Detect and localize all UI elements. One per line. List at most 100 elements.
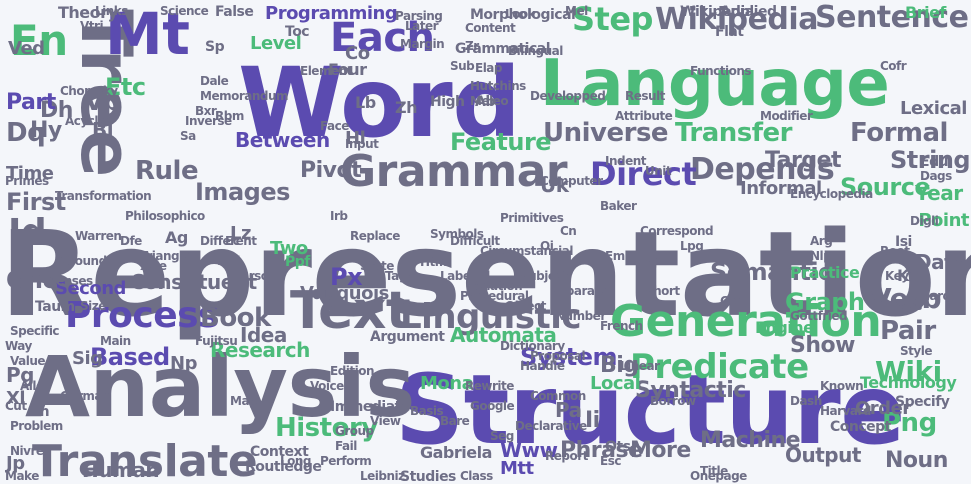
word-cloud-word: Primes: [5, 174, 49, 188]
word-cloud-word: Machine: [700, 428, 801, 453]
word-cloud-word: Bilingual: [508, 44, 563, 58]
word-cloud-word: Fail: [335, 439, 357, 453]
word-cloud-word: Baker: [600, 199, 637, 213]
word-cloud-word: Tags: [385, 269, 414, 283]
word-cloud-word: Functions: [690, 64, 752, 78]
word-cloud-word: Data: [915, 250, 967, 274]
word-cloud-word: Short: [645, 284, 680, 298]
word-cloud-word: Parsing: [395, 9, 443, 23]
word-cloud-word: Specific: [10, 324, 60, 338]
word-cloud-word: Separate: [550, 284, 608, 298]
word-cloud-word: Acyclic: [65, 114, 109, 128]
word-cloud-word: Dq: [6, 118, 46, 148]
word-cloud-word: Wikipedia: [680, 4, 754, 20]
word-cloud-word: Relation: [470, 279, 523, 293]
word-cloud-word: Ka: [897, 266, 920, 285]
word-cloud-word: Dash: [790, 394, 822, 408]
word-cloud-word: Concept: [830, 419, 891, 435]
word-cloud-word: Formal: [850, 118, 948, 148]
word-cloud-word: Technology: [860, 373, 957, 392]
word-cloud-word: Process: [65, 295, 219, 336]
word-cloud-word: Procedural: [460, 289, 529, 303]
word-cloud-word: Seg: [490, 429, 514, 443]
word-cloud-word: Dags: [920, 169, 952, 183]
word-cloud-word: Lexical: [900, 98, 967, 119]
word-cloud-word: Nivre: [10, 444, 44, 458]
word-cloud-word: Local: [590, 373, 641, 394]
word-cloud-word: State: [360, 259, 394, 273]
word-cloud-word: Target: [765, 148, 842, 173]
word-cloud-word: Bxr: [195, 104, 217, 118]
word-cloud-word: Show: [790, 333, 855, 358]
word-cloud-word: Output: [785, 443, 861, 467]
word-cloud-word: Year: [915, 181, 963, 205]
word-cloud-word: Voice: [310, 379, 344, 393]
word-cloud-word: Four: [328, 60, 367, 79]
word-cloud-word: Noun: [885, 448, 948, 473]
word-cloud-word: Hl: [345, 128, 366, 149]
word-cloud-word: Sentence: [815, 0, 969, 35]
word-cloud-word: Edu: [920, 154, 949, 170]
word-cloud-word: Different: [200, 234, 257, 248]
word-cloud-word: Www: [500, 438, 558, 462]
word-cloud-word: Zr: [465, 39, 479, 53]
word-cloud-word: Graph: [785, 288, 865, 316]
word-cloud-word: Mel: [565, 4, 588, 18]
word-cloud-word: Translate: [32, 436, 258, 484]
word-cloud-word: Pa: [555, 398, 582, 422]
word-cloud-word: First: [6, 188, 66, 216]
word-cloud-word: Face: [320, 119, 349, 133]
word-cloud-word: High: [430, 94, 465, 110]
word-cloud-word: Hard: [920, 289, 951, 303]
word-cloud-word: Text: [290, 281, 411, 341]
word-cloud-word: Engine: [755, 318, 814, 337]
word-cloud-word: Object: [505, 299, 546, 313]
word-cloud-word: Wikipedia: [655, 2, 818, 37]
word-cloud-word: Cut: [5, 399, 27, 413]
word-cloud-word: Feature: [450, 128, 552, 156]
word-cloud-word: Xl: [6, 388, 26, 409]
word-cloud-word: Subject: [520, 269, 568, 283]
word-cloud-word: Htm: [420, 255, 447, 269]
word-cloud-word: Hutchins: [470, 79, 526, 93]
word-cloud-word: Map: [230, 394, 258, 408]
word-cloud-word: Mona: [420, 373, 474, 394]
word-cloud-word: Research: [210, 338, 310, 362]
word-cloud-word: Two: [270, 238, 308, 259]
word-cloud-word: Unit: [645, 164, 672, 178]
word-cloud-word: Dh: [40, 98, 73, 123]
word-cloud-word: System: [520, 343, 617, 371]
word-cloud-word: Pg: [6, 363, 34, 387]
word-cloud-word: Harvard: [820, 404, 872, 418]
word-cloud-word: French: [600, 319, 643, 333]
word-cloud-word: Practice: [790, 263, 860, 282]
word-cloud-word: Computer: [540, 174, 603, 188]
word-cloud-word: Nlp: [810, 249, 832, 263]
word-cloud-word: Declarative: [515, 419, 587, 433]
word-cloud-word: Handle: [520, 359, 565, 373]
word-cloud-word: Size: [80, 299, 106, 313]
word-cloud-word: Time: [6, 163, 54, 184]
word-cloud-word: Rbm: [215, 109, 244, 123]
word-cloud-word: Basis: [410, 404, 444, 418]
word-cloud-word: Alle: [20, 379, 44, 393]
word-cloud-word: Generation: [610, 296, 882, 347]
word-cloud-word: Transfer: [675, 118, 793, 148]
word-cloud-word: Inverse: [185, 114, 232, 128]
word-cloud-word: Co: [345, 43, 370, 64]
word-cloud-word: Content: [465, 21, 516, 35]
word-cloud-word: Order: [855, 398, 911, 419]
word-cloud-word: Zh: [395, 98, 418, 117]
word-cloud-word: History: [275, 413, 378, 443]
word-cloud-word: Syntactic: [635, 378, 746, 403]
word-cloud-word: Way: [5, 339, 32, 353]
word-cloud-word: False: [215, 4, 254, 20]
word-cloud-word: Level: [250, 33, 302, 54]
word-cloud-word: Images: [195, 178, 290, 206]
word-cloud-word: Class: [460, 469, 493, 483]
word-cloud-word: Difficult: [450, 234, 500, 248]
word-cloud-word: Step: [572, 0, 653, 38]
word-cloud-word: Tenses: [50, 274, 93, 288]
word-cloud-word: Constituent: [130, 270, 257, 294]
